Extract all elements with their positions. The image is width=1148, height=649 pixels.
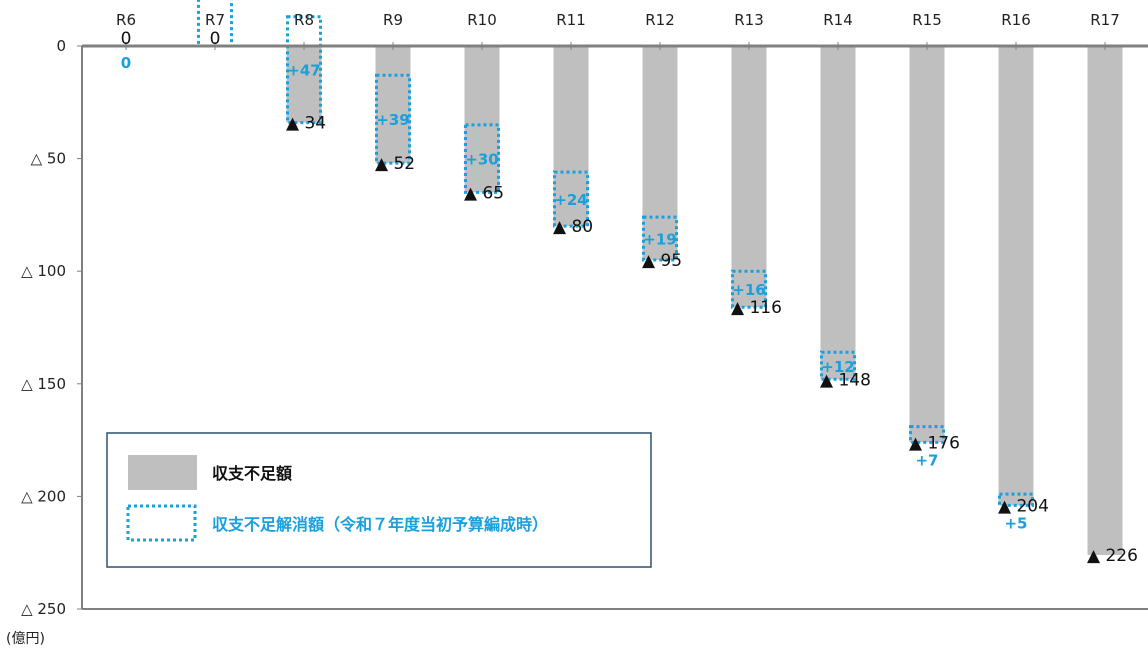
- resolution-box-R16: [998, 492, 1034, 507]
- legend-label-resolution: 収支不足解消額（令和７年度当初予算編成時）: [212, 515, 548, 534]
- resolution-label-R6: 0: [121, 54, 131, 72]
- deficit-bar-R9: [375, 46, 411, 164]
- resolution-box-R11: [553, 170, 589, 228]
- category-label-R6: R6: [116, 11, 136, 29]
- y-tick-label-1: △ 50: [31, 150, 66, 168]
- resolution-box-R10: [464, 123, 500, 194]
- y-tick-label-2: △ 100: [21, 262, 66, 280]
- resolution-label-R15: +7: [915, 451, 938, 469]
- legend-swatch-deficit: [128, 455, 197, 490]
- resolution-box-R8: [286, 15, 322, 125]
- deficit-bar-R10: [464, 46, 500, 193]
- legend-box: [106, 432, 652, 568]
- resolution-label-R11: +24: [554, 191, 587, 209]
- deficit-label-R9: ▲ 52: [375, 154, 415, 174]
- deficit-label-R7: 0: [210, 29, 221, 49]
- deficit-label-R14: ▲ 148: [820, 370, 871, 390]
- deficit-bar-R8: [286, 46, 322, 123]
- y-tick-label-0: 0: [56, 37, 66, 55]
- category-label-R17: R17: [1090, 11, 1120, 29]
- y-axis-unit: (億円): [6, 631, 45, 647]
- category-label-R8: R8: [294, 11, 314, 29]
- resolution-label-R14: +12: [821, 358, 854, 376]
- category-label-R9: R9: [383, 11, 403, 29]
- resolution-label-R9: +39: [376, 111, 409, 129]
- category-label-R12: R12: [645, 11, 675, 29]
- deficit-bar-R13: [731, 46, 767, 308]
- y-tick-label-5: △ 250: [21, 600, 66, 618]
- deficit-bar-R16: [998, 46, 1034, 506]
- category-label-R15: R15: [912, 11, 942, 29]
- resolution-label-R10: +30: [465, 151, 498, 169]
- category-label-R10: R10: [467, 11, 497, 29]
- y-tick-label-4: △ 200: [21, 487, 66, 505]
- deficit-label-R15: ▲ 176: [909, 433, 960, 453]
- deficit-label-R8: ▲ 34: [286, 114, 326, 134]
- deficit-bar-R15: [909, 46, 945, 443]
- category-label-R7: R7: [205, 11, 225, 29]
- resolution-label-R8: +47: [287, 62, 320, 80]
- deficit-label-R13: ▲ 116: [731, 298, 782, 318]
- deficit-label-R11: ▲ 80: [553, 217, 593, 237]
- legend-swatch-resolution: [126, 504, 197, 542]
- deficit-bar-R17: [1087, 46, 1123, 555]
- category-label-R14: R14: [823, 11, 853, 29]
- resolution-label-R12: +19: [643, 231, 676, 249]
- legend-label-deficit: 収支不足額: [212, 464, 292, 483]
- resolution-label-R7: +47: [198, 0, 231, 3]
- y-tick-label-3: △ 150: [21, 375, 66, 393]
- deficit-bar-R11: [553, 46, 589, 227]
- resolution-box-R13: [731, 269, 767, 309]
- category-label-R13: R13: [734, 11, 764, 29]
- resolution-label-R13: +16: [732, 281, 765, 299]
- data-labels: 0 0 ▲ 34 ▲ 52 ▲ 65 ▲ 80 ▲ 95 ▲ 116 ▲ 148 ▲ 176 ▲ 2…: [121, 0, 1138, 566]
- deficit-bar-R12: [642, 46, 678, 260]
- category-label-R16: R16: [1001, 11, 1031, 29]
- deficit-label-R6: 0: [121, 29, 132, 49]
- resolution-boxes: [197, 0, 1034, 507]
- deficit-label-R12: ▲ 95: [642, 251, 682, 271]
- resolution-label-R16: +5: [1004, 514, 1027, 532]
- resolution-box-R12: [642, 215, 678, 262]
- deficit-label-R10: ▲ 65: [464, 183, 504, 203]
- deficit-label-R16: ▲ 204: [998, 496, 1049, 516]
- deficit-bar-R14: [820, 46, 856, 380]
- deficit-bars: [286, 46, 1123, 555]
- deficit-label-R17: ▲ 226: [1087, 546, 1138, 566]
- axes: R6 R7 R8 R9 R10 R11 R12 R13 R14 R15 R16 R17 0 △ 50 △ 1…: [6, 11, 1148, 647]
- category-label-R11: R11: [556, 11, 586, 29]
